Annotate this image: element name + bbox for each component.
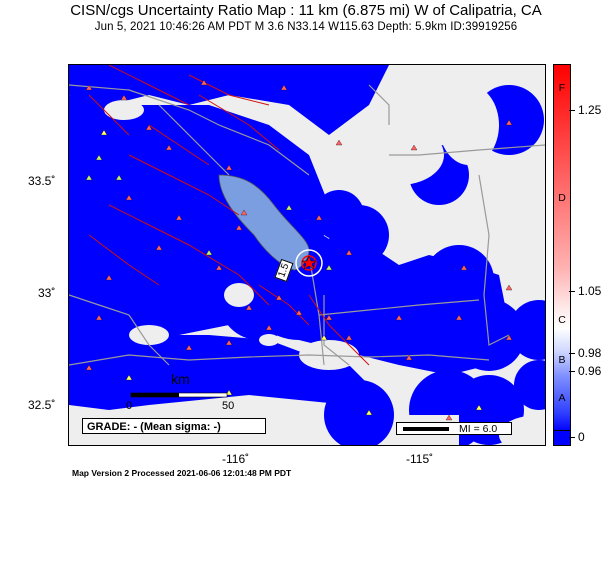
- colorbar-tick: [569, 437, 575, 438]
- mi-legend: MI = 6.0: [396, 422, 512, 435]
- colorbar-tick: [569, 353, 575, 354]
- colorbar-tick: [569, 371, 575, 372]
- map-title: CISN/cgs Uncertainty Ratio Map : 11 km (…: [70, 2, 542, 19]
- epicenter-star-icon: [295, 249, 323, 277]
- uncertainty-map: [68, 64, 546, 446]
- colorbar: [553, 64, 571, 432]
- grade-legend: GRADE: - (Mean sigma: -): [82, 418, 266, 434]
- lat-label-33-5: 33.5˚: [28, 174, 56, 188]
- colorbar-letter-f: F: [558, 82, 566, 94]
- colorbar-value-0-96: 0.96: [578, 364, 602, 378]
- colorbar-letter-b: B: [558, 354, 566, 366]
- processing-footer: Map Version 2 Processed 2021-06-06 12:01…: [72, 468, 292, 478]
- colorbar-tick: [569, 291, 575, 292]
- lat-label-33: 33˚: [38, 286, 56, 300]
- colorbar-letter-c: C: [558, 314, 566, 326]
- colorbar-letter-a: A: [558, 392, 566, 404]
- event-info: Jun 5, 2021 10:46:26 AM PDT M 3.6 N33.14…: [94, 21, 518, 33]
- stations-green: [85, 154, 333, 271]
- colorbar-value-1-25: 1.25: [578, 103, 602, 117]
- stations-yellow: [100, 129, 483, 416]
- mi-label: MI = 6.0: [459, 423, 498, 435]
- scale-tick-0: 0: [126, 400, 133, 412]
- map-canvas: [69, 65, 545, 445]
- faults: [88, 65, 370, 366]
- salton-sea: [218, 174, 310, 271]
- stations-red: [85, 79, 513, 421]
- grade-text: GRADE: - (Mean sigma: -): [87, 421, 221, 433]
- lat-label-32-5: 32.5˚: [28, 398, 56, 412]
- roads: [69, 84, 545, 366]
- lon-label-116: -116˚: [222, 452, 250, 466]
- colorbar-value-1-05: 1.05: [578, 284, 602, 298]
- scale-unit-label: km: [171, 371, 190, 387]
- mi-bar: [403, 427, 449, 431]
- colorbar-tick: [569, 110, 575, 111]
- lon-label-115: -115˚: [406, 452, 434, 466]
- scale-bar: [130, 392, 228, 398]
- colorbar-zero-swatch: [553, 430, 571, 446]
- colorbar-value-0: 0: [578, 430, 585, 444]
- colorbar-value-0-98: 0.98: [578, 346, 602, 360]
- scale-tick-50: 50: [222, 400, 235, 412]
- colorbar-letter-d: D: [558, 192, 566, 204]
